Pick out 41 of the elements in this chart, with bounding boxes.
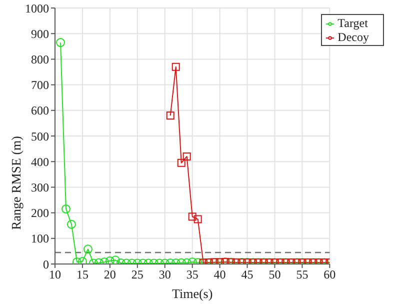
- y-tick-label: 900: [31, 26, 49, 41]
- y-tick-label: 1000: [25, 1, 49, 16]
- y-tick-label: 200: [31, 206, 49, 220]
- y-tick-label: 800: [31, 52, 49, 66]
- point: [72, 257, 82, 264]
- legend-label: Decoy: [338, 30, 369, 44]
- x-tick-label: 15: [76, 268, 88, 282]
- y-tick-label: 600: [31, 104, 49, 118]
- y-tick-label: 400: [31, 154, 49, 169]
- x-tick-label: 35: [186, 268, 198, 282]
- point: [105, 256, 114, 264]
- x-tick-label: 55: [296, 268, 308, 282]
- point: [100, 257, 109, 264]
- y-tick-label: 500: [31, 129, 49, 144]
- point: [110, 256, 120, 264]
- x-tick-label: 25: [131, 268, 144, 282]
- x-tick-label: 20: [104, 268, 116, 282]
- point: [172, 62, 180, 71]
- y-tick-label: 100: [31, 232, 49, 246]
- y-tick-label: 300: [31, 180, 49, 194]
- point: [166, 112, 174, 120]
- x-tick-label: 60: [324, 268, 336, 282]
- point: [194, 215, 202, 224]
- legend-label: Target: [338, 16, 368, 30]
- point: [188, 257, 197, 264]
- point: [182, 152, 191, 160]
- point: [56, 38, 65, 48]
- point: [61, 204, 70, 214]
- x-axis-title: Time(s): [172, 286, 213, 301]
- point: [188, 212, 196, 221]
- y-tick-label: 700: [31, 78, 49, 92]
- y-axis-title: Range RMSE (m): [8, 136, 24, 230]
- x-tick-label: 10: [49, 268, 61, 282]
- x-tick-label: 40: [214, 268, 226, 282]
- x-tick-label: 50: [268, 268, 281, 282]
- x-tick-label: 30: [158, 268, 171, 282]
- x-tick-label: 45: [241, 268, 254, 282]
- point: [78, 256, 87, 264]
- point: [66, 220, 76, 229]
- y-tick-label: 0: [43, 257, 49, 272]
- point: [177, 158, 186, 167]
